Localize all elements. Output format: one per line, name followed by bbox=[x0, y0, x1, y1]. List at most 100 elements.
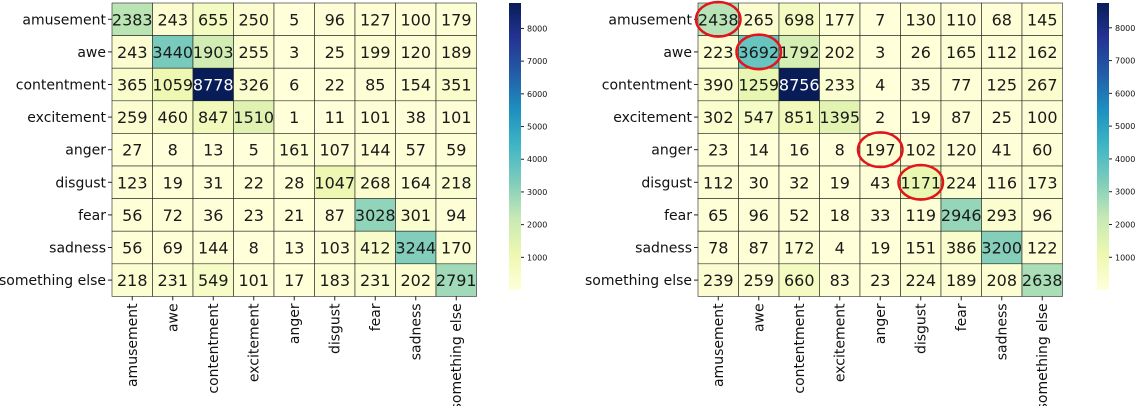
cell-value-label: 120 bbox=[400, 43, 431, 62]
cell-value-label: 218 bbox=[441, 173, 472, 192]
heatmap-cell bbox=[778, 67, 820, 102]
heatmap-cell bbox=[697, 263, 739, 297]
heatmap-cell bbox=[192, 230, 234, 265]
colorbar-tick-label: 7000 bbox=[527, 57, 547, 66]
heatmap-cell bbox=[1021, 35, 1063, 69]
highlight-circle bbox=[897, 163, 945, 201]
heatmap-cell bbox=[981, 263, 1023, 297]
heatmap-cell bbox=[314, 165, 356, 199]
heatmap-cell bbox=[152, 198, 194, 232]
cell-value-label: 41 bbox=[992, 141, 1012, 160]
colorbar-tick-label: 7000 bbox=[1115, 57, 1135, 66]
colorbar-tick-label: 5000 bbox=[527, 123, 547, 132]
cell-value-label: 8756 bbox=[779, 76, 820, 95]
heatmap-cell bbox=[900, 230, 942, 265]
cell-value-label: 655 bbox=[198, 10, 229, 29]
x-tick-label: awe bbox=[166, 303, 182, 332]
heatmap-cell bbox=[981, 35, 1023, 69]
cell-value-label: 259 bbox=[117, 108, 148, 127]
cell-value-label: 698 bbox=[784, 10, 815, 29]
cell-value-label: 78 bbox=[708, 239, 728, 258]
cell-value-label: 120 bbox=[946, 141, 977, 160]
heatmap-cell bbox=[940, 263, 982, 297]
heatmap-cell bbox=[940, 2, 982, 36]
heatmap-cell bbox=[981, 67, 1023, 102]
cell-value-label: 22 bbox=[325, 76, 345, 95]
colorbar bbox=[509, 3, 521, 290]
heatmap-cell bbox=[738, 198, 780, 232]
cell-value-label: 96 bbox=[749, 206, 769, 225]
heatmap-cell bbox=[819, 2, 861, 36]
cell-value-label: 386 bbox=[946, 239, 977, 258]
heatmap-cell bbox=[859, 198, 901, 232]
cell-value-label: 1792 bbox=[779, 43, 820, 62]
cell-value-label: 94 bbox=[446, 206, 466, 225]
x-tick-label: anger bbox=[287, 303, 303, 344]
heatmap-cell bbox=[859, 133, 901, 167]
cell-value-label: 259 bbox=[743, 271, 774, 290]
heatmap-cell bbox=[697, 100, 739, 134]
cell-value-label: 189 bbox=[441, 43, 472, 62]
cell-value-label: 239 bbox=[703, 271, 734, 290]
heatmap-cell bbox=[111, 198, 153, 232]
heatmap-cell bbox=[940, 198, 982, 232]
cell-value-label: 31 bbox=[203, 173, 223, 192]
heatmap-cell bbox=[940, 230, 982, 265]
heatmap-cell bbox=[192, 133, 234, 167]
colorbar-tick-label: 5000 bbox=[1115, 122, 1135, 131]
heatmap-cell bbox=[354, 133, 396, 167]
heatmap-cell bbox=[233, 165, 275, 199]
cell-value-label: 1395 bbox=[819, 108, 860, 127]
heatmap-cell bbox=[354, 263, 396, 297]
cell-value-label: 65 bbox=[708, 206, 728, 225]
colorbar-tick-label: 4000 bbox=[1115, 155, 1135, 164]
cell-value-label: 103 bbox=[319, 239, 350, 258]
cell-value-label: 1903 bbox=[193, 43, 234, 62]
cell-value-label: 255 bbox=[238, 43, 269, 62]
cell-value-label: 847 bbox=[198, 108, 229, 127]
cell-value-label: 144 bbox=[360, 141, 391, 160]
heatmap-cell bbox=[859, 230, 901, 265]
heatmap-cell bbox=[900, 165, 942, 199]
cell-value-label: 59 bbox=[446, 141, 466, 160]
x-tick-label: excitement bbox=[247, 303, 263, 382]
cell-value-label: 231 bbox=[157, 271, 188, 290]
highlight-circle bbox=[856, 131, 904, 169]
cell-value-label: 52 bbox=[789, 206, 809, 225]
heatmap-cell bbox=[738, 230, 780, 265]
cell-value-label: 17 bbox=[284, 271, 304, 290]
x-tick-label: sadness bbox=[409, 303, 425, 360]
colorbar-tick-label: 1000 bbox=[527, 253, 547, 262]
heatmap-cell bbox=[1021, 263, 1063, 297]
heatmap-cell bbox=[314, 263, 356, 297]
cell-value-label: 107 bbox=[319, 141, 350, 160]
heatmap-cell bbox=[1021, 67, 1063, 102]
heatmap-cell bbox=[900, 35, 942, 69]
cell-value-label: 172 bbox=[784, 239, 815, 258]
cell-value-label: 293 bbox=[986, 206, 1017, 225]
cell-value-label: 130 bbox=[905, 10, 936, 29]
heatmap-cell bbox=[354, 35, 396, 69]
colorbar-tick-label: 1000 bbox=[1115, 253, 1135, 262]
y-tick-label: contentment bbox=[602, 78, 693, 94]
heatmap-cell bbox=[900, 133, 942, 167]
heatmap-cell bbox=[1021, 133, 1063, 167]
cell-value-label: 101 bbox=[238, 271, 269, 290]
cell-value-label: 72 bbox=[163, 206, 183, 225]
y-tick-label: something else bbox=[585, 273, 692, 289]
heatmap-cell bbox=[273, 230, 315, 265]
x-tick-label: amusement bbox=[711, 303, 727, 387]
cell-value-label: 4 bbox=[835, 239, 845, 258]
heatmap-cell bbox=[900, 198, 942, 232]
cell-value-label: 100 bbox=[1027, 108, 1058, 127]
heatmap-cell bbox=[233, 100, 275, 134]
heatmap-cell bbox=[435, 230, 477, 265]
y-tick-label: contentment bbox=[16, 78, 107, 94]
y-tick-label: something else bbox=[0, 273, 106, 289]
heatmap-cell bbox=[819, 100, 861, 134]
cell-value-label: 25 bbox=[325, 43, 345, 62]
heatmap-cell bbox=[435, 133, 477, 167]
cell-value-label: 119 bbox=[905, 206, 936, 225]
heatmap-cell bbox=[1021, 165, 1063, 199]
